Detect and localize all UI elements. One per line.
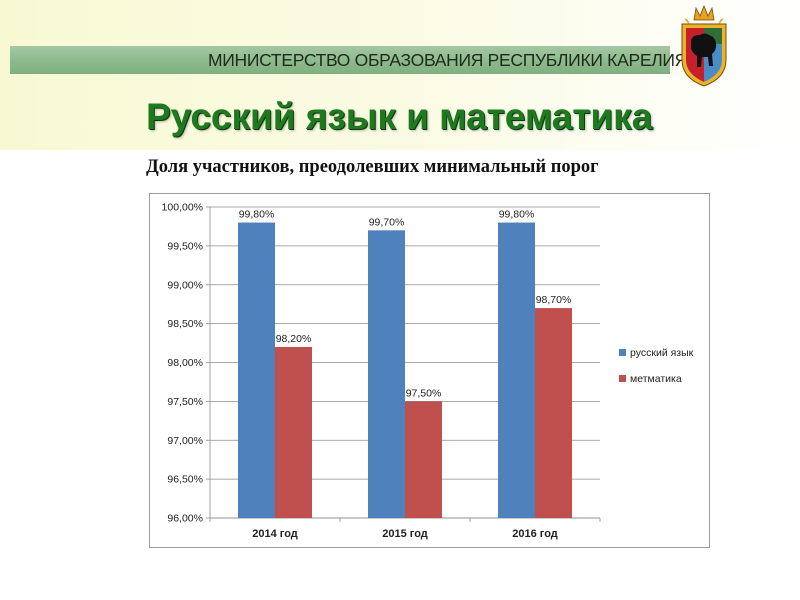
data-label: 99,80% xyxy=(239,209,275,221)
header-band xyxy=(0,0,800,150)
y-tick-label: 98,50% xyxy=(167,318,203,330)
karelia-coat-of-arms-icon xyxy=(681,4,727,87)
data-label: 99,80% xyxy=(499,209,535,221)
bar xyxy=(498,222,535,519)
y-tick-label: 100,00% xyxy=(162,202,203,214)
bar xyxy=(405,401,442,518)
x-tick-label: 2015 год xyxy=(382,528,428,540)
chart-subtitle: Доля участников, преодолевших минимальны… xyxy=(146,157,599,177)
y-tick-label: 99,00% xyxy=(167,279,203,291)
ministry-name: МИНИСТЕРСТВО ОБРАЗОВАНИЯ РЕСПУБЛИКИ КАРЕ… xyxy=(208,50,687,70)
data-label: 97,50% xyxy=(406,387,442,399)
y-tick-label: 99,50% xyxy=(167,240,203,252)
x-tick-label: 2016 год xyxy=(512,528,558,540)
data-label: 98,70% xyxy=(536,294,572,306)
legend-swatch xyxy=(619,349,626,356)
y-tick-label: 97,50% xyxy=(167,396,203,408)
legend-label: русский язык xyxy=(630,347,694,359)
y-tick-label: 98,00% xyxy=(167,357,203,369)
data-label: 98,20% xyxy=(276,333,312,345)
bar-chart: 96,00% 96,50% 97,00% 97,50% 98,00% 98,50% 99,0… xyxy=(162,202,694,541)
legend-swatch xyxy=(619,375,626,382)
bar xyxy=(535,308,572,518)
slide-title: Русский язык и математика xyxy=(146,96,653,137)
y-tick-label: 96,50% xyxy=(167,474,203,486)
data-label: 99,70% xyxy=(369,216,405,228)
bar xyxy=(275,346,312,518)
legend-label: метматика xyxy=(630,373,682,385)
y-tick-label: 97,00% xyxy=(167,435,203,447)
bar xyxy=(238,222,275,519)
y-tick-label: 96,00% xyxy=(167,513,203,525)
bar xyxy=(368,230,405,518)
x-tick-label: 2014 год xyxy=(252,528,298,540)
ministry-bar xyxy=(10,46,670,74)
